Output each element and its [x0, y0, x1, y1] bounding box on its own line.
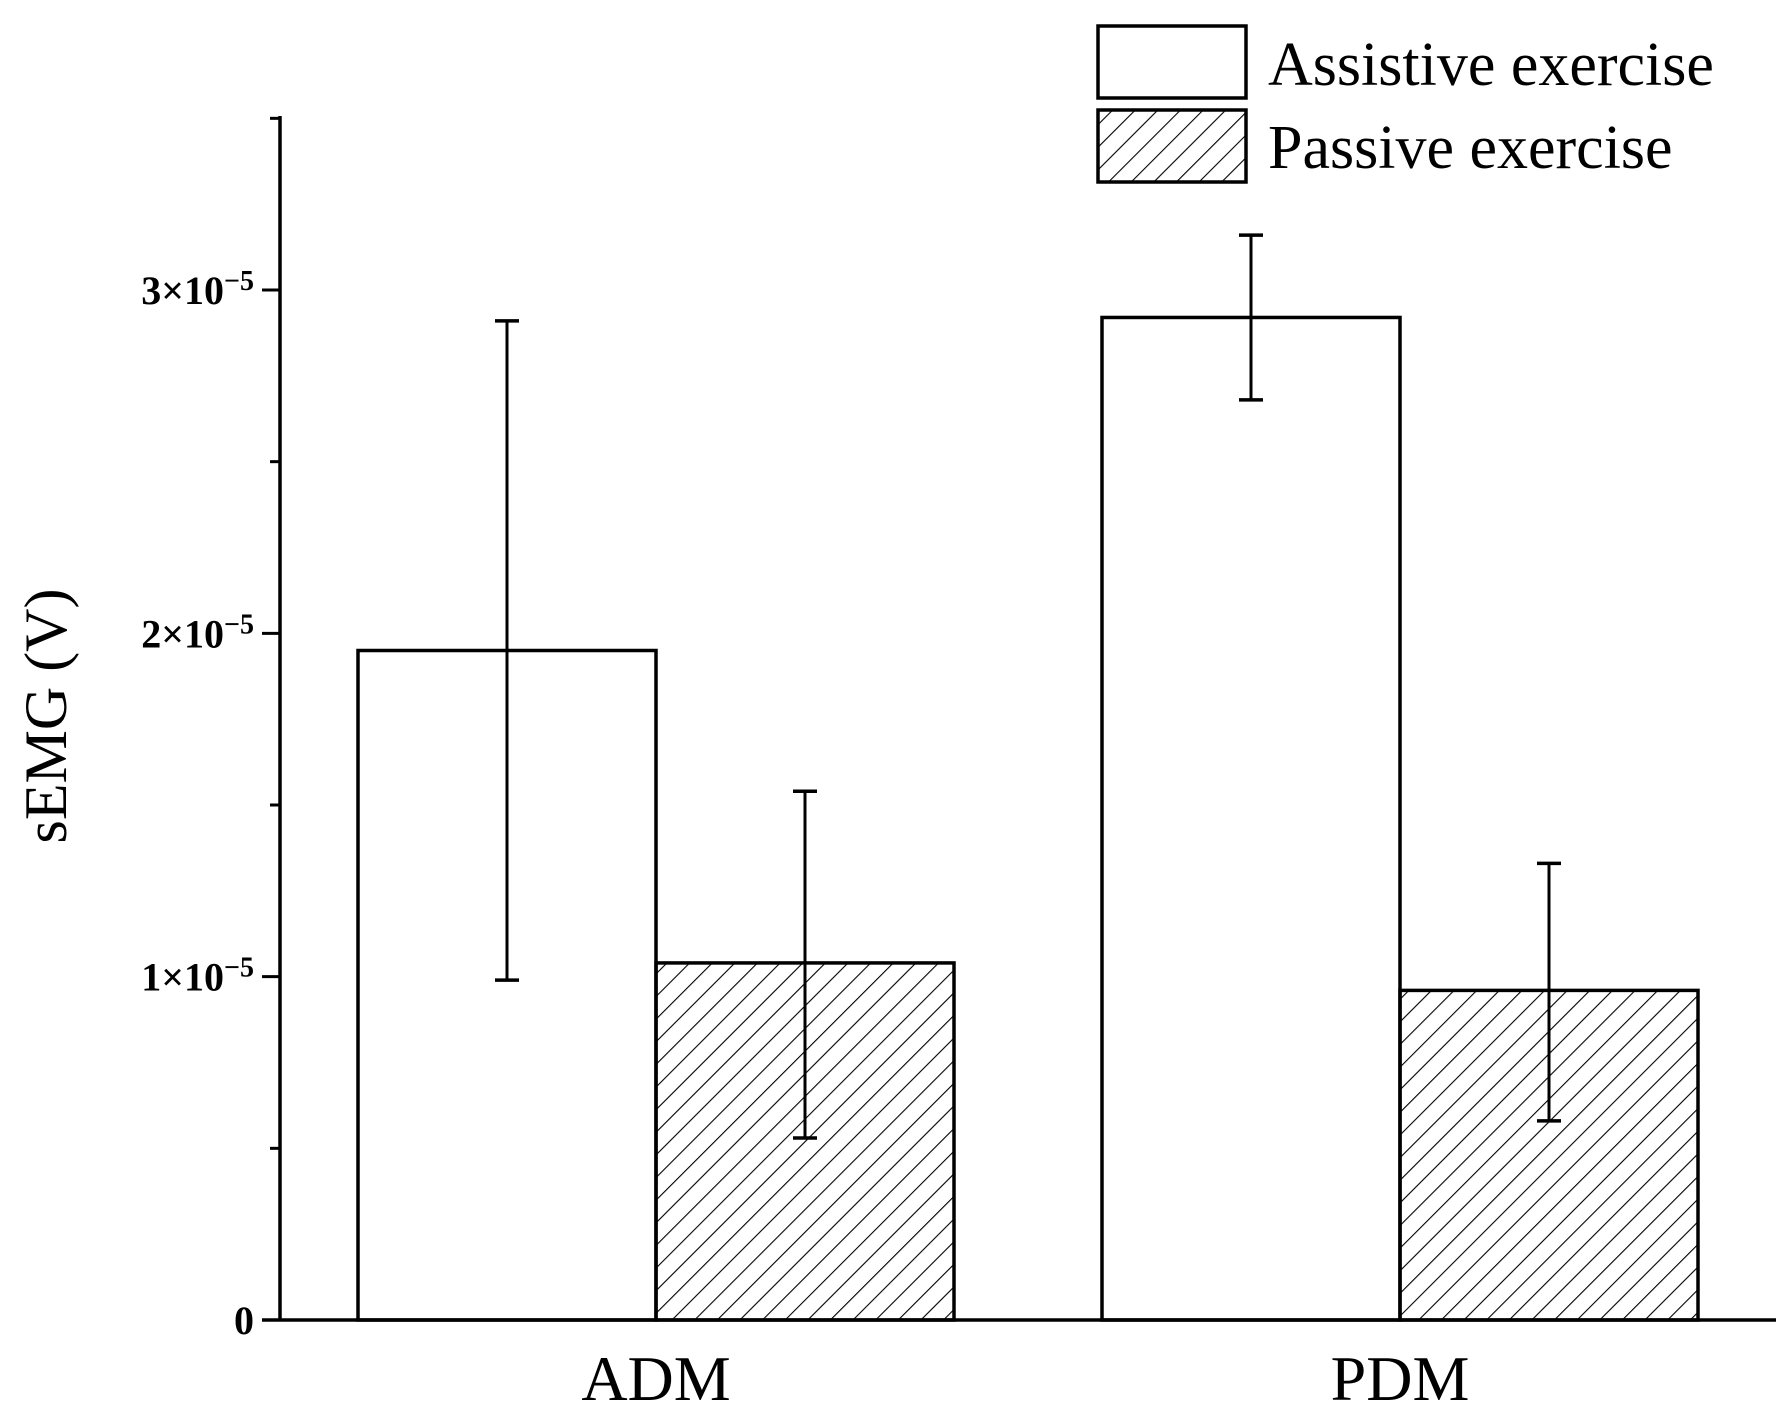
y-tick-label: 2×10−5 [141, 609, 254, 656]
legend-entry-assistive: Assistive exercise [1096, 24, 1714, 100]
legend: Assistive exercise Passive exercise [1096, 24, 1714, 184]
bars-layer [356, 315, 1700, 1322]
y-axis-title: sEMG (V) [13, 589, 79, 844]
x-tick-labels: ADM PDM [581, 1343, 1469, 1414]
x-tick-label-adm: ADM [581, 1343, 730, 1414]
error-bar-pdm-assistive [1239, 233, 1263, 402]
legend-entry-passive: Passive exercise [1096, 108, 1673, 184]
y-tick-label: 0 [234, 1298, 254, 1343]
error-bar-adm-passive [793, 789, 817, 1140]
error-bar-pdm-passive [1537, 861, 1561, 1123]
legend-label-passive: Passive exercise [1268, 114, 1673, 182]
y-axis: 0 1×10−5 2×10−5 3×10−5 [141, 116, 282, 1343]
x-tick-label-pdm: PDM [1331, 1343, 1470, 1414]
bar-pdm-assistive [1100, 315, 1402, 1322]
y-ticks: 0 1×10−5 2×10−5 3×10−5 [141, 116, 280, 1343]
error-bars-layer [495, 233, 1561, 1140]
error-bar-adm-assistive [495, 319, 519, 982]
legend-label-assistive: Assistive exercise [1268, 31, 1714, 99]
y-tick-label: 1×10−5 [141, 953, 254, 1000]
legend-swatch-assistive [1096, 24, 1248, 100]
x-axis: ADM PDM [262, 1318, 1776, 1414]
y-tick-label: 3×10−5 [141, 266, 254, 313]
legend-swatch-passive [1096, 108, 1248, 184]
